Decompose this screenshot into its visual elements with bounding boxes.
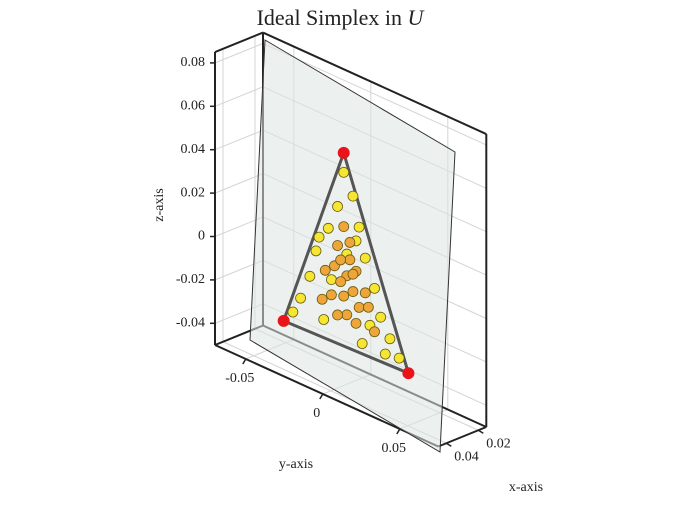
z-tick-label: 0.02 (181, 185, 206, 200)
grid-line (214, 173, 264, 194)
y-tick-label: -0.05 (225, 371, 254, 386)
vertex (337, 146, 350, 159)
z-tick-label: 0.04 (181, 142, 206, 157)
point (313, 231, 325, 243)
point (347, 190, 359, 202)
point (359, 252, 371, 264)
box-edge (214, 31, 264, 53)
point (359, 287, 371, 299)
point (338, 290, 350, 302)
vertex (277, 314, 290, 327)
point (393, 352, 405, 364)
point (287, 306, 299, 318)
tick (477, 429, 484, 434)
x-axis-label: x-axis (509, 480, 543, 495)
point (362, 301, 374, 313)
point (338, 221, 350, 233)
tick (445, 442, 452, 447)
chart-title: Ideal Simplex in U (257, 5, 426, 30)
point (332, 201, 343, 212)
x-tick-label: 0.04 (454, 449, 479, 464)
box-edge (262, 31, 487, 135)
point (369, 282, 380, 294)
point (356, 338, 368, 349)
point (344, 237, 356, 248)
point (335, 276, 347, 288)
point (304, 270, 316, 282)
point (353, 221, 365, 233)
point (325, 274, 337, 286)
z-tick-label: 0 (198, 229, 205, 244)
grid-line (214, 86, 264, 107)
plot: -0.04 -0.02 0 0.02 0.04 0.06 0.08 -0.05 0 0.05 0.0… (176, 31, 511, 464)
z-axis-label: z-axis (152, 188, 167, 221)
z-tick-label: 0.06 (181, 99, 206, 114)
vertex (402, 367, 415, 380)
point (347, 268, 359, 280)
point (322, 222, 334, 234)
point (332, 309, 343, 321)
y-tick-label: 0 (313, 406, 320, 421)
title-math: U (408, 5, 426, 30)
tick (319, 393, 324, 400)
point (379, 348, 391, 360)
point (347, 286, 359, 297)
point (369, 326, 380, 338)
point (344, 254, 356, 266)
point (332, 240, 343, 251)
point (350, 317, 362, 329)
point (338, 166, 350, 178)
z-tick-label: -0.04 (176, 316, 205, 331)
point (319, 264, 331, 276)
point (341, 309, 353, 321)
point (375, 311, 387, 323)
title-text: Ideal Simplex in (257, 5, 402, 30)
y-axis-label: y-axis (279, 457, 313, 472)
grid-line (214, 42, 264, 64)
point (295, 292, 307, 304)
point (335, 254, 347, 266)
tick (396, 428, 401, 435)
point (384, 333, 396, 345)
z-tick-label: 0.08 (181, 55, 206, 70)
point (325, 289, 337, 301)
z-tick-label: -0.02 (176, 272, 205, 287)
point (353, 301, 365, 313)
point (316, 293, 328, 305)
point (318, 314, 330, 325)
grid-line (214, 129, 264, 151)
x-tick-label: 0.02 (486, 436, 511, 451)
y-tick-label: 0.05 (382, 441, 407, 456)
tick (242, 358, 247, 365)
point (310, 245, 322, 257)
